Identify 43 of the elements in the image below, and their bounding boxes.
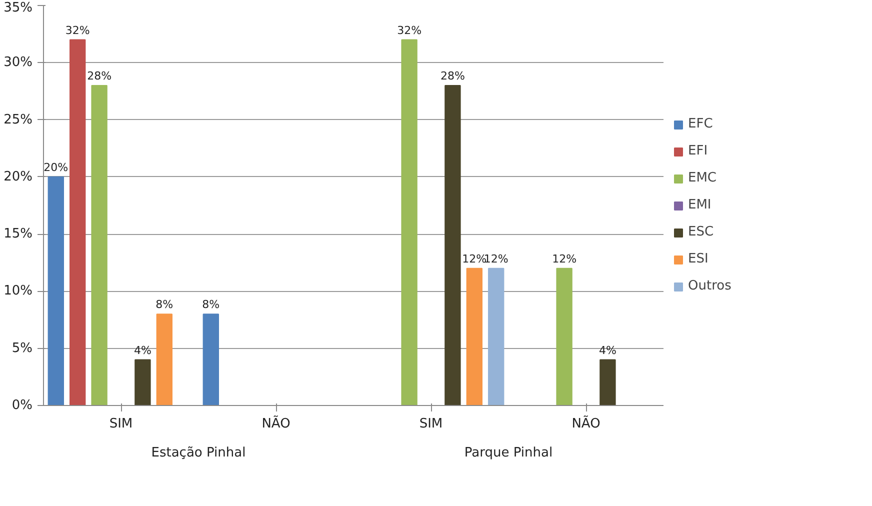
bar — [134, 359, 151, 406]
y-tick-label: 10% — [4, 284, 33, 299]
data-label: 28% — [440, 70, 465, 82]
bar — [156, 314, 172, 406]
x-tick-label: SIM — [419, 416, 443, 432]
data-label: 28% — [87, 70, 112, 82]
bar — [70, 39, 86, 406]
data-label: 32% — [397, 24, 422, 37]
data-label: 32% — [65, 24, 90, 37]
legend-label: EFI — [688, 144, 708, 158]
legend-label: Outros — [688, 278, 732, 294]
y-tick-label: 0% — [12, 398, 32, 413]
bar — [488, 268, 504, 406]
bar — [401, 39, 418, 406]
data-label: 8% — [156, 298, 174, 312]
data-label: 4% — [134, 344, 152, 357]
bar — [600, 359, 616, 406]
legend-label: ESI — [688, 252, 708, 266]
y-tick-label: 15% — [4, 226, 33, 242]
text: Parque Pinhal — [464, 446, 553, 460]
bar — [444, 85, 461, 406]
bar — [466, 268, 482, 406]
bar — [556, 268, 572, 406]
legend-label: ESC — [688, 224, 714, 240]
legend-label: EMC — [688, 170, 717, 186]
bar — [202, 314, 219, 406]
x-tick-label: NÃO — [262, 416, 290, 432]
text: Estação Pinhal — [151, 446, 246, 460]
data-label: 4% — [598, 344, 616, 357]
y-tick-label: 20% — [4, 169, 33, 184]
x-tick-label: SIM — [109, 416, 133, 432]
data-label: 8% — [202, 298, 220, 312]
legend-label: EFC — [688, 116, 713, 132]
data-label: 20% — [44, 160, 68, 174]
legend-label: EMI — [688, 198, 712, 212]
y-tick-label: 5% — [12, 340, 32, 356]
x-tick-label: NÃO — [572, 416, 600, 432]
data-label: 12% — [552, 252, 577, 266]
y-tick-label: 30% — [4, 55, 33, 70]
bar — [91, 85, 108, 406]
y-tick-label: 25% — [4, 112, 33, 128]
bar — [48, 176, 64, 406]
y-tick-label: 35% — [4, 0, 33, 16]
